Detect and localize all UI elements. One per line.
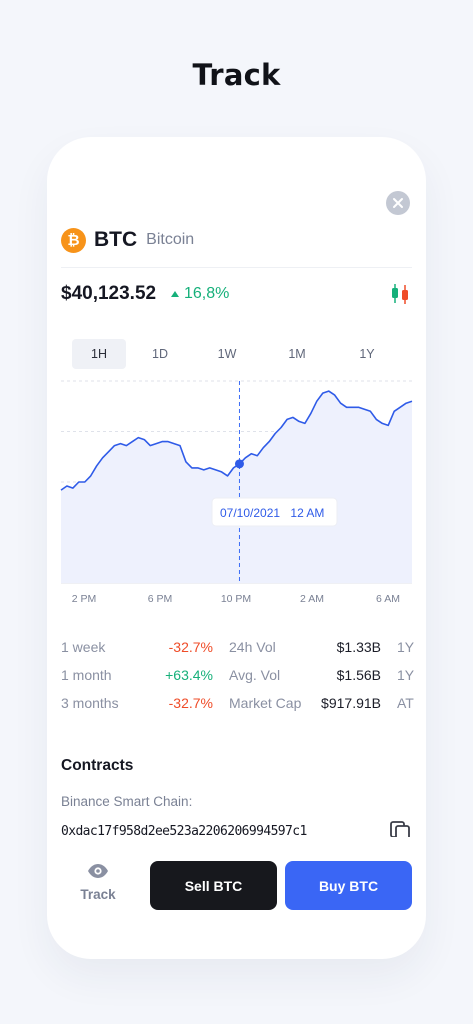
coin-symbol: BTC <box>94 228 138 251</box>
stat-period: 1 week <box>61 639 106 655</box>
performance-stats: 1 week -32.7% 24h Vol $1.33B 1Y 1 month … <box>61 639 426 723</box>
tab-1y[interactable]: 1Y <box>359 347 375 361</box>
copy-address-button[interactable] <box>389 820 411 838</box>
x-tick-label: 6 PM <box>148 593 173 605</box>
stat-metric: Market Cap <box>229 695 302 711</box>
price-chart[interactable]: 07/10/2021 12 AM 2 PM 6 PM 10 PM 2 AM 6 AM <box>47 377 426 617</box>
stat-change: -32.7% <box>168 695 213 711</box>
stat-value: $917.91B <box>321 695 381 711</box>
candlestick-icon <box>392 284 408 304</box>
stat-row: 1 month +63.4% Avg. Vol $1.56B 1Y <box>61 667 426 695</box>
tab-1h[interactable]: 1H <box>72 339 126 369</box>
stat-period: 1 month <box>61 667 112 683</box>
candlestick-toggle-button[interactable] <box>388 282 412 306</box>
stat-row: 1 week -32.7% 24h Vol $1.33B 1Y <box>61 639 426 667</box>
current-price: $40,123.52 <box>61 283 157 304</box>
buy-button[interactable]: Buy BTC <box>285 861 412 910</box>
chart-area-fill <box>61 391 412 583</box>
scroll-fade <box>47 837 426 851</box>
contract-chain-label: Binance Smart Chain: <box>61 794 193 809</box>
x-tick-label: 10 PM <box>221 593 251 605</box>
arrow-up-icon <box>171 291 179 297</box>
eye-icon <box>88 864 108 878</box>
page-heading: Track <box>192 58 281 92</box>
track-button[interactable]: Track <box>75 863 121 909</box>
copy-icon <box>390 821 410 838</box>
tab-1w[interactable]: 1W <box>217 347 237 361</box>
contracts-title: Contracts <box>61 757 134 774</box>
contract-address[interactable]: 0xdac17f958d2ee523a2206206994597c1 <box>61 824 307 839</box>
track-label: Track <box>80 887 116 902</box>
x-tick-label: 6 AM <box>376 593 400 605</box>
sell-button[interactable]: Sell BTC <box>150 861 277 910</box>
chart-hover-point <box>234 459 244 469</box>
tooltip-time: 12 AM <box>290 506 324 520</box>
stat-extra: AT <box>397 695 414 711</box>
stat-value: $1.33B <box>336 639 381 655</box>
tab-1d[interactable]: 1D <box>152 347 168 361</box>
stat-period: 3 months <box>61 695 119 711</box>
timeframe-tabs: 1H 1D 1W 1M 1Y <box>72 339 412 369</box>
stat-metric: 24h Vol <box>229 639 276 655</box>
coin-header: ₿ BTC Bitcoin <box>61 227 194 253</box>
tooltip-date: 07/10/2021 <box>220 506 280 520</box>
close-icon <box>393 198 403 208</box>
stat-metric: Avg. Vol <box>229 667 281 683</box>
stat-extra: 1Y <box>397 667 415 683</box>
chart-tooltip-text: 07/10/2021 12 AM <box>220 506 324 520</box>
divider <box>61 267 412 268</box>
x-tick-label: 2 AM <box>300 593 324 605</box>
coin-name: Bitcoin <box>146 231 195 248</box>
coin-detail-card: ₿ BTC Bitcoin $40,123.52 16,8% 1H 1D 1W … <box>47 137 426 959</box>
price-change: 16,8% <box>169 285 229 303</box>
stat-change: -32.7% <box>168 639 213 655</box>
bitcoin-logo-icon: ₿ <box>61 227 86 253</box>
price-change-value: 16,8% <box>184 285 230 302</box>
stat-extra: 1Y <box>397 639 415 655</box>
tab-1m[interactable]: 1M <box>288 347 306 361</box>
stat-change: +63.4% <box>165 667 213 683</box>
stat-value: $1.56B <box>336 667 381 683</box>
x-tick-label: 2 PM <box>72 593 97 605</box>
stat-row: 3 months -32.7% Market Cap $917.91B AT <box>61 695 426 723</box>
chart-tooltip: 07/10/2021 12 AM <box>211 497 338 527</box>
close-button[interactable] <box>386 191 410 215</box>
